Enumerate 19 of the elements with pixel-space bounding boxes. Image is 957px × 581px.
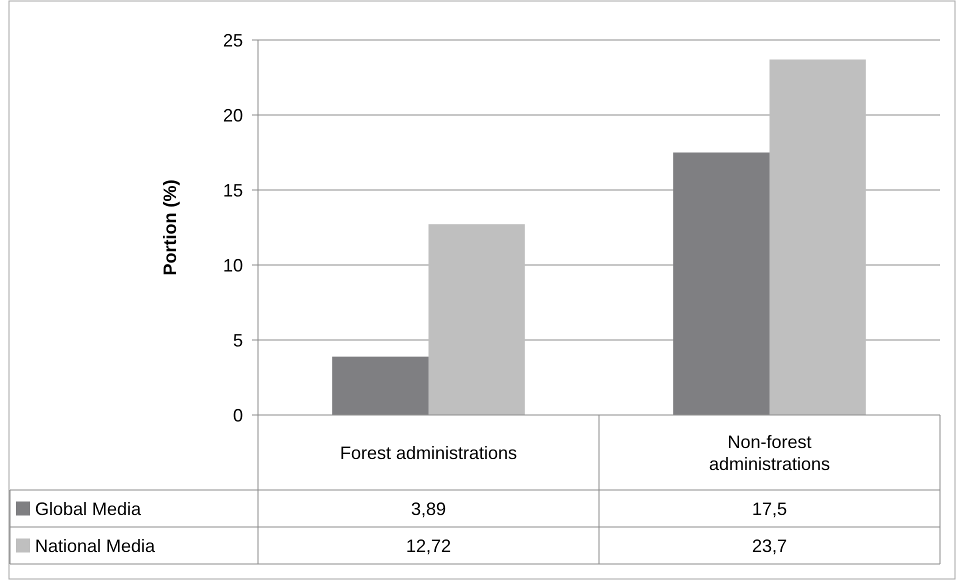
bar	[428, 224, 525, 415]
y-tick-label: 0	[232, 405, 243, 426]
bar	[332, 356, 428, 415]
data-label: 3,89	[410, 498, 446, 519]
bar	[770, 60, 866, 415]
x-tick-label: Non-forest administrations	[708, 432, 830, 474]
y-tick-label: 20	[222, 105, 243, 126]
data-label: 12,72	[406, 536, 452, 556]
y-tick-label: 15	[222, 180, 243, 200]
legend-label: National Media	[35, 536, 156, 556]
bar	[673, 152, 770, 415]
legend-label: Global Media	[35, 498, 142, 519]
data-label: 23,7	[752, 536, 788, 556]
y-tick-label: 25	[222, 30, 243, 50]
y-axis-title: Portion (%)	[160, 180, 180, 276]
y-tick-label: 5	[232, 330, 243, 350]
y-tick-label: 10	[222, 255, 243, 276]
data-label: 17,5	[752, 498, 788, 519]
x-tick-label: Forest administrations	[340, 442, 518, 463]
